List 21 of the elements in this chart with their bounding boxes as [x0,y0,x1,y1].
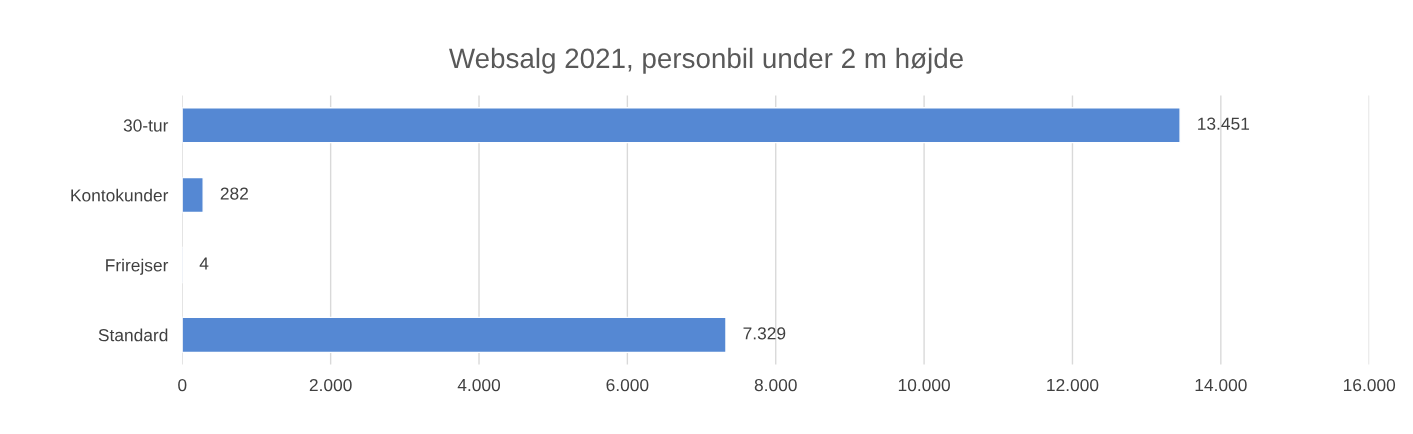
x-tick-label: 2.000 [309,378,352,392]
x-tick-label: 12.000 [1047,378,1099,392]
y-tick-label: Frirejser [106,258,169,275]
x-tick-label: 16.000 [1343,378,1396,392]
data-label: 7.329 [743,327,786,340]
x-tick-label: 6.000 [606,378,649,392]
x-tick-label: 8.000 [754,378,797,392]
x-tick-label: 4.000 [457,378,501,392]
bar [182,176,204,214]
bar [182,107,1181,144]
data-label: 4 [199,257,209,270]
x-tick-label: 0 [178,378,187,392]
y-tick-label: Standard [98,328,168,342]
data-label: 13.451 [1198,117,1250,130]
data-label: 282 [220,187,248,200]
bar [182,316,727,354]
y-tick-label: 30-tur [123,119,169,132]
x-tick-label: 10.000 [898,378,950,392]
y-tick-label: Kontokunder [71,188,169,202]
chart-title: Websalg 2021, personbil under 2 m højde [449,47,963,74]
x-tick-label: 14.000 [1195,378,1247,392]
